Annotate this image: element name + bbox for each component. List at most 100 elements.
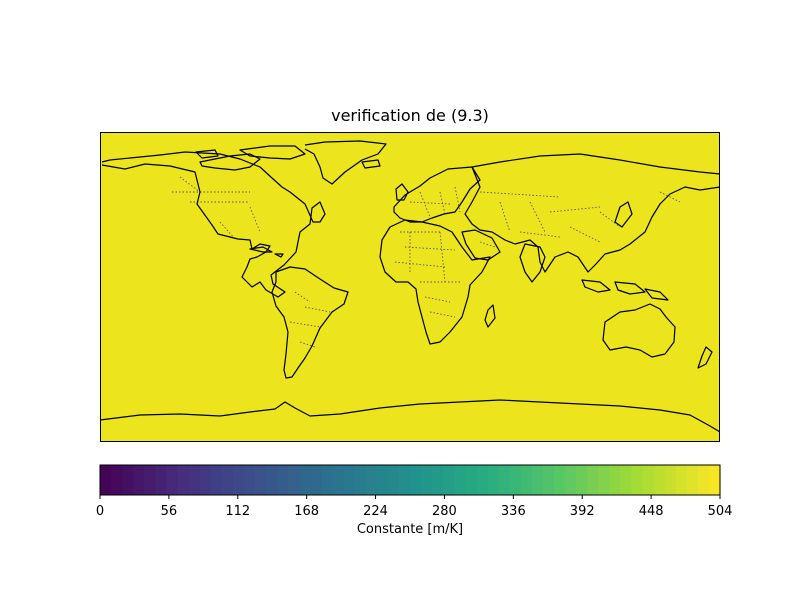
coastline-path (239, 145, 306, 160)
coastline-path (464, 153, 720, 273)
colorbar-swatch (232, 465, 245, 495)
colorbar-tick-label: 336 (501, 504, 526, 519)
colorbar-swatch (100, 465, 112, 495)
colorbar-swatch (299, 465, 311, 495)
colorbar-gradient (100, 465, 721, 495)
colorbar-swatch (675, 465, 688, 495)
colorbar-swatch (155, 465, 168, 495)
coastline-path (461, 229, 501, 261)
colorbar-frame (99, 464, 721, 496)
country-border-path (659, 191, 681, 203)
country-border-path (419, 191, 431, 218)
country-border-path (439, 191, 446, 215)
colorbar-swatch (277, 465, 289, 495)
colorbar-swatch (476, 465, 489, 495)
coastline-path (614, 281, 646, 295)
colorbar-swatch (210, 465, 223, 495)
map-field-fill (100, 132, 720, 442)
colorbar-swatch (354, 465, 367, 495)
colorbar-swatch (421, 465, 433, 495)
colorbar-tick-label: 224 (363, 504, 388, 519)
country-border-path (289, 321, 321, 328)
colorbar-swatch (498, 465, 511, 495)
colorbar-swatch (376, 465, 389, 495)
colorbar: 0 56 112 168 224 280 336 392 448 504 (96, 464, 733, 519)
colorbar-swatch (221, 465, 234, 495)
colorbar-swatch (587, 465, 599, 495)
colorbar-swatch (454, 465, 466, 495)
coastline-path (101, 151, 326, 298)
country-border-path (549, 206, 601, 213)
map-frame (100, 132, 720, 442)
colorbar-swatch (266, 465, 278, 495)
country-border-path (479, 241, 496, 248)
colorbar-swatch (410, 465, 422, 495)
colorbar-tick-label: 0 (96, 504, 104, 519)
country-border-path (394, 261, 446, 268)
colorbar-swatch (598, 465, 610, 495)
colorbar-swatch (387, 465, 400, 495)
colorbar-swatch (288, 465, 300, 495)
country-border-path (179, 176, 201, 193)
colorbar-swatch (653, 465, 666, 495)
coastline-path (697, 346, 713, 369)
colorbar-tick-label: 504 (708, 504, 733, 519)
colorbar-label: Constante [m/K] (356, 522, 464, 537)
colorbar-swatch (531, 465, 544, 495)
country-border-path (454, 186, 461, 213)
colorbar-swatch (697, 465, 710, 495)
colorbar-swatch (432, 465, 444, 495)
colorbar-swatch (553, 465, 566, 495)
coastline-path (581, 279, 611, 293)
colorbar-ticks: 0 56 112 168 224 280 336 392 448 504 (96, 495, 733, 519)
coastline-path (644, 288, 669, 301)
coastline-path (304, 140, 387, 185)
coastline-path (379, 219, 491, 345)
colorbar-tick-label: 168 (294, 504, 319, 519)
colorbar-swatch (166, 465, 179, 495)
colorbar-swatch (133, 465, 145, 495)
colorbar-swatch (199, 465, 212, 495)
colorbar-swatch (443, 465, 455, 495)
colorbar-swatch (188, 465, 201, 495)
country-border-path (429, 311, 456, 318)
country-border-path (479, 191, 561, 198)
colorbar-swatch (686, 465, 699, 495)
colorbar-swatch (365, 465, 378, 495)
country-border-path (299, 341, 316, 348)
coastline-path (361, 159, 381, 169)
colorbar-swatch (343, 465, 356, 495)
colorbar-tick-label: 112 (225, 504, 250, 519)
colorbar-swatch (122, 465, 134, 495)
colorbar-swatch (631, 465, 644, 495)
colorbar-swatch (487, 465, 500, 495)
colorbar-swatch (321, 465, 334, 495)
coastline-path (271, 266, 349, 379)
plot-title: verification de (9.3) (331, 106, 489, 125)
colorbar-swatch (111, 465, 123, 495)
colorbar-tick-label: 56 (161, 504, 178, 519)
country-border-path (404, 246, 456, 251)
coastline-path (195, 149, 219, 159)
colorbar-swatch (255, 465, 267, 495)
colorbar-swatch (542, 465, 555, 495)
colorbar-swatch (465, 465, 478, 495)
coastline-path (395, 183, 409, 201)
coastline-path (199, 153, 261, 171)
colorbar-swatch (398, 465, 411, 495)
colorbar-swatch (144, 465, 156, 495)
colorbar-tick-label: 392 (570, 504, 595, 519)
colorbar-swatch (310, 465, 323, 495)
colorbar-swatch (576, 465, 588, 495)
coastline-path (274, 253, 284, 258)
colorbar-swatch (177, 465, 190, 495)
colorbar-swatch (520, 465, 533, 495)
country-border-path (439, 231, 446, 283)
colorbar-swatch (565, 465, 577, 495)
country-border-path (599, 211, 621, 228)
colorbar-swatch (609, 465, 621, 495)
coastline-path (614, 201, 633, 228)
colorbar-swatch (243, 465, 256, 495)
country-border-path (219, 221, 236, 240)
country-border-path (304, 306, 331, 313)
